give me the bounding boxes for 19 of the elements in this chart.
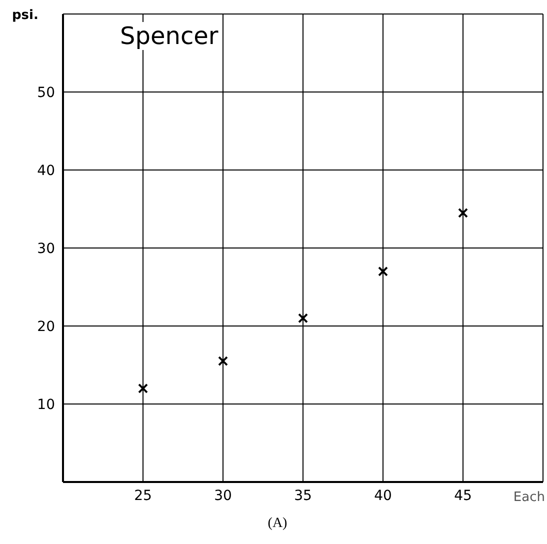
y-tick-label: 50: [37, 84, 55, 101]
point: [298, 313, 308, 324]
x-tick-label: 45: [454, 488, 472, 504]
point: [378, 266, 388, 276]
y-tick-label: 10: [37, 396, 55, 413]
y-axis-title: psi.: [12, 8, 38, 23]
y-tick-label: 30: [37, 240, 55, 257]
y-tick-label: 20: [37, 318, 55, 335]
x-tick-label: 35: [294, 488, 312, 504]
point: [138, 383, 148, 394]
text: (A): [266, 516, 288, 532]
point: [458, 208, 468, 218]
x-tick-label: 40: [374, 488, 392, 504]
y-tick-label: 40: [37, 162, 55, 179]
x-tick-label: 30: [214, 488, 232, 504]
point: [218, 356, 228, 366]
x-axis-title: Each: [513, 490, 545, 505]
chart-title: Spencer: [118, 22, 220, 50]
x-tick-label: 25: [134, 488, 152, 504]
